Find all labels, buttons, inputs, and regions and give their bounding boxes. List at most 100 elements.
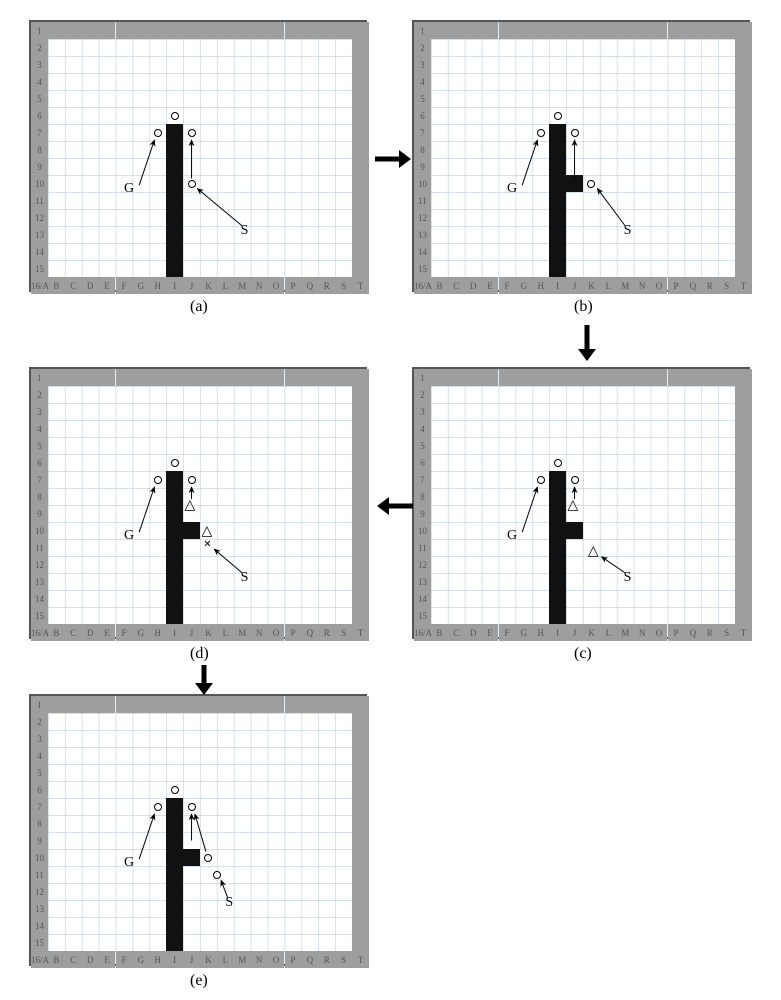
grid-border-cell [149, 369, 166, 386]
grid-border-cell [735, 505, 752, 522]
grid-border-cell [448, 22, 465, 39]
row-label: 6 [31, 112, 48, 121]
grid-border-cell [82, 22, 99, 39]
grid-border-cell [268, 696, 285, 713]
grid-border-cell [352, 226, 369, 243]
wall-cell [549, 209, 566, 226]
col-label: T [352, 629, 369, 638]
row-label: 11 [414, 544, 431, 553]
col-label: O [651, 629, 668, 638]
row-label: 8 [414, 493, 431, 502]
wall-cell [166, 175, 183, 192]
grid-border-cell [65, 696, 82, 713]
row-label: 10 [31, 527, 48, 536]
grid-border-cell [301, 369, 318, 386]
col-label: H [149, 282, 166, 291]
grid-border-cell [166, 696, 183, 713]
col-label: H [532, 629, 549, 638]
wall-cell [166, 522, 183, 539]
transition-arrow-cd [375, 497, 413, 515]
node-circle [537, 129, 545, 137]
wall-cell [183, 849, 200, 866]
grid-border-cell [549, 369, 566, 386]
grid-border-cell [132, 22, 149, 39]
grid-border-cell [448, 369, 465, 386]
grid-border-cell [149, 22, 166, 39]
grid-border-cell [735, 386, 752, 403]
grid-panel-a: 12345678910111213141516/ABCDEFGHIJKLMNOP… [29, 20, 367, 292]
grid-border-cell [183, 696, 200, 713]
row-label: 7 [414, 476, 431, 485]
grid-border-cell [352, 141, 369, 158]
grid-border-cell [65, 369, 82, 386]
grid-border-cell [352, 815, 369, 832]
grid-border-cell [217, 369, 234, 386]
row-label: 11 [31, 197, 48, 206]
grid-border-cell [352, 107, 369, 124]
row-label: 12 [31, 561, 48, 570]
col-label: P [285, 956, 302, 965]
grid-border-cell [200, 696, 217, 713]
grid-lines [31, 696, 365, 964]
col-label: K [200, 282, 217, 291]
col-label: H [149, 956, 166, 965]
col-label: K [200, 629, 217, 638]
grid-border-cell [318, 696, 335, 713]
grid-border-cell [335, 696, 352, 713]
col-label: Q [301, 956, 318, 965]
grid-border-cell [352, 192, 369, 209]
grid-border-cell [735, 522, 752, 539]
col-label: G [132, 956, 149, 965]
col-label: I [549, 629, 566, 638]
grid-border-cell [515, 369, 532, 386]
grid-border-cell [352, 369, 369, 386]
grid-border-cell [352, 209, 369, 226]
node-circle [188, 129, 196, 137]
grid-border-cell [285, 22, 302, 39]
wall-cell [549, 607, 566, 624]
wall-cell [549, 590, 566, 607]
grid-border-cell [352, 386, 369, 403]
grid-border-cell [352, 730, 369, 747]
grid-border-cell [352, 243, 369, 260]
row-label: 3 [31, 61, 48, 70]
grid-border-cell [99, 696, 116, 713]
grid-border-cell [352, 781, 369, 798]
row-label: 1 [31, 701, 48, 710]
node-triangle [588, 542, 599, 560]
node-triangle [185, 496, 196, 514]
grid-border-cell [617, 22, 634, 39]
col-label: H [149, 629, 166, 638]
wall-cell [549, 471, 566, 488]
grid-border-cell [634, 369, 651, 386]
grid-border-cell [735, 22, 752, 39]
wall-cell [166, 917, 183, 934]
col-label: J [183, 282, 200, 291]
wall-cell [166, 141, 183, 158]
grid-border-cell [99, 369, 116, 386]
col-label: L [600, 629, 617, 638]
grid-border-cell [352, 454, 369, 471]
grid-lines [414, 22, 748, 290]
node-label-g: G [124, 181, 134, 197]
grid-border-cell [352, 175, 369, 192]
col-label: O [268, 629, 285, 638]
grid-border-cell [352, 747, 369, 764]
wall-cell [549, 539, 566, 556]
node-circle [204, 854, 212, 862]
grid-lines [414, 369, 748, 637]
wall-cell [166, 849, 183, 866]
wall-cell [166, 192, 183, 209]
row-label: 1 [31, 374, 48, 383]
col-label: G [515, 629, 532, 638]
row-label: 3 [414, 61, 431, 70]
grid-border-cell [335, 369, 352, 386]
grid-border-cell [352, 260, 369, 277]
grid-border-cell [285, 696, 302, 713]
grid-border-cell [499, 369, 516, 386]
row-label: 13 [414, 231, 431, 240]
row-label: 14 [31, 595, 48, 604]
grid-border-cell [200, 369, 217, 386]
grid-border-cell [352, 488, 369, 505]
col-label: N [251, 282, 268, 291]
